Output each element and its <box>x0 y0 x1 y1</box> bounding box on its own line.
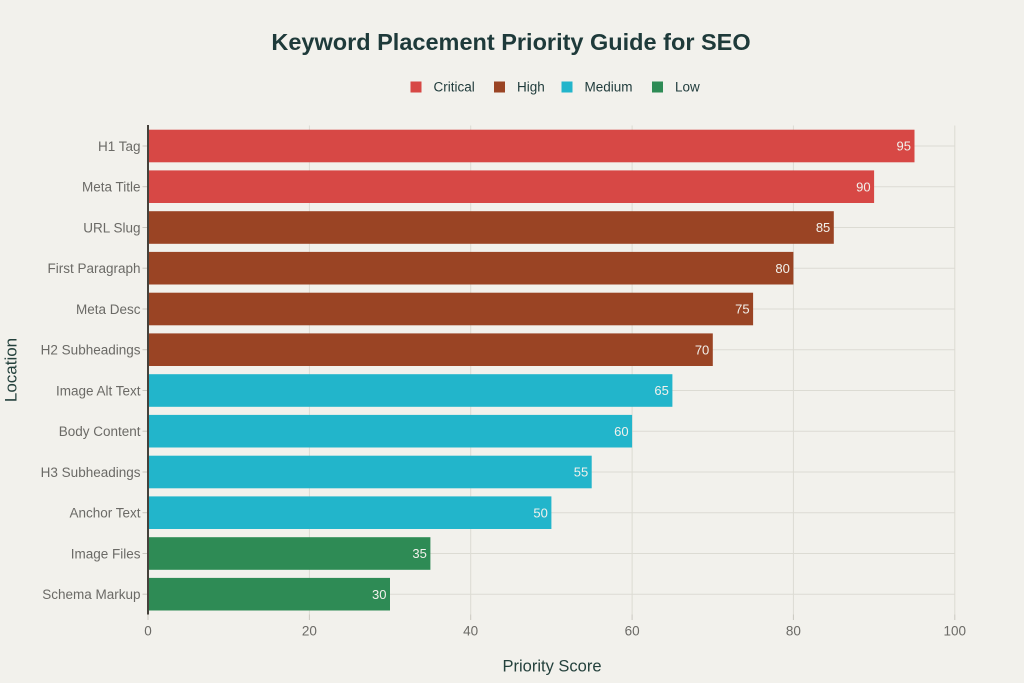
svg-text:Medium: Medium <box>585 80 633 95</box>
svg-text:80: 80 <box>786 624 801 639</box>
svg-text:55: 55 <box>574 465 588 480</box>
svg-text:Critical: Critical <box>434 80 475 95</box>
svg-text:80: 80 <box>775 261 789 276</box>
svg-text:Location: Location <box>2 338 21 402</box>
svg-text:60: 60 <box>625 624 640 639</box>
svg-text:95: 95 <box>897 139 911 154</box>
svg-text:Priority Score: Priority Score <box>502 658 601 676</box>
svg-text:Image Alt Text: Image Alt Text <box>56 383 141 398</box>
svg-text:H3 Subheadings: H3 Subheadings <box>41 465 141 480</box>
svg-text:50: 50 <box>533 505 547 520</box>
svg-text:High: High <box>517 80 545 95</box>
svg-text:70: 70 <box>695 342 709 357</box>
svg-text:90: 90 <box>856 179 870 194</box>
svg-text:Low: Low <box>675 80 700 95</box>
svg-text:URL Slug: URL Slug <box>83 220 140 235</box>
svg-text:H1 Tag: H1 Tag <box>98 139 141 154</box>
svg-text:0: 0 <box>144 624 152 639</box>
svg-text:Body Content: Body Content <box>59 424 141 439</box>
svg-text:100: 100 <box>944 624 967 639</box>
svg-text:Schema Markup: Schema Markup <box>42 587 140 602</box>
svg-text:65: 65 <box>654 383 668 398</box>
svg-text:H2 Subheadings: H2 Subheadings <box>41 343 141 358</box>
svg-text:Meta Desc: Meta Desc <box>76 302 141 317</box>
svg-text:85: 85 <box>816 220 830 235</box>
svg-text:Anchor Text: Anchor Text <box>69 506 140 521</box>
svg-text:30: 30 <box>372 587 386 602</box>
svg-text:Image Files: Image Files <box>71 546 141 561</box>
svg-text:75: 75 <box>735 302 749 317</box>
svg-text:First Paragraph: First Paragraph <box>47 261 140 276</box>
svg-text:40: 40 <box>463 624 478 639</box>
svg-text:20: 20 <box>302 624 317 639</box>
svg-text:60: 60 <box>614 424 628 439</box>
svg-text:35: 35 <box>412 546 426 561</box>
svg-text:Keyword Placement Priority Gui: Keyword Placement Priority Guide for SEO <box>271 29 750 55</box>
svg-text:Meta Title: Meta Title <box>82 180 141 195</box>
